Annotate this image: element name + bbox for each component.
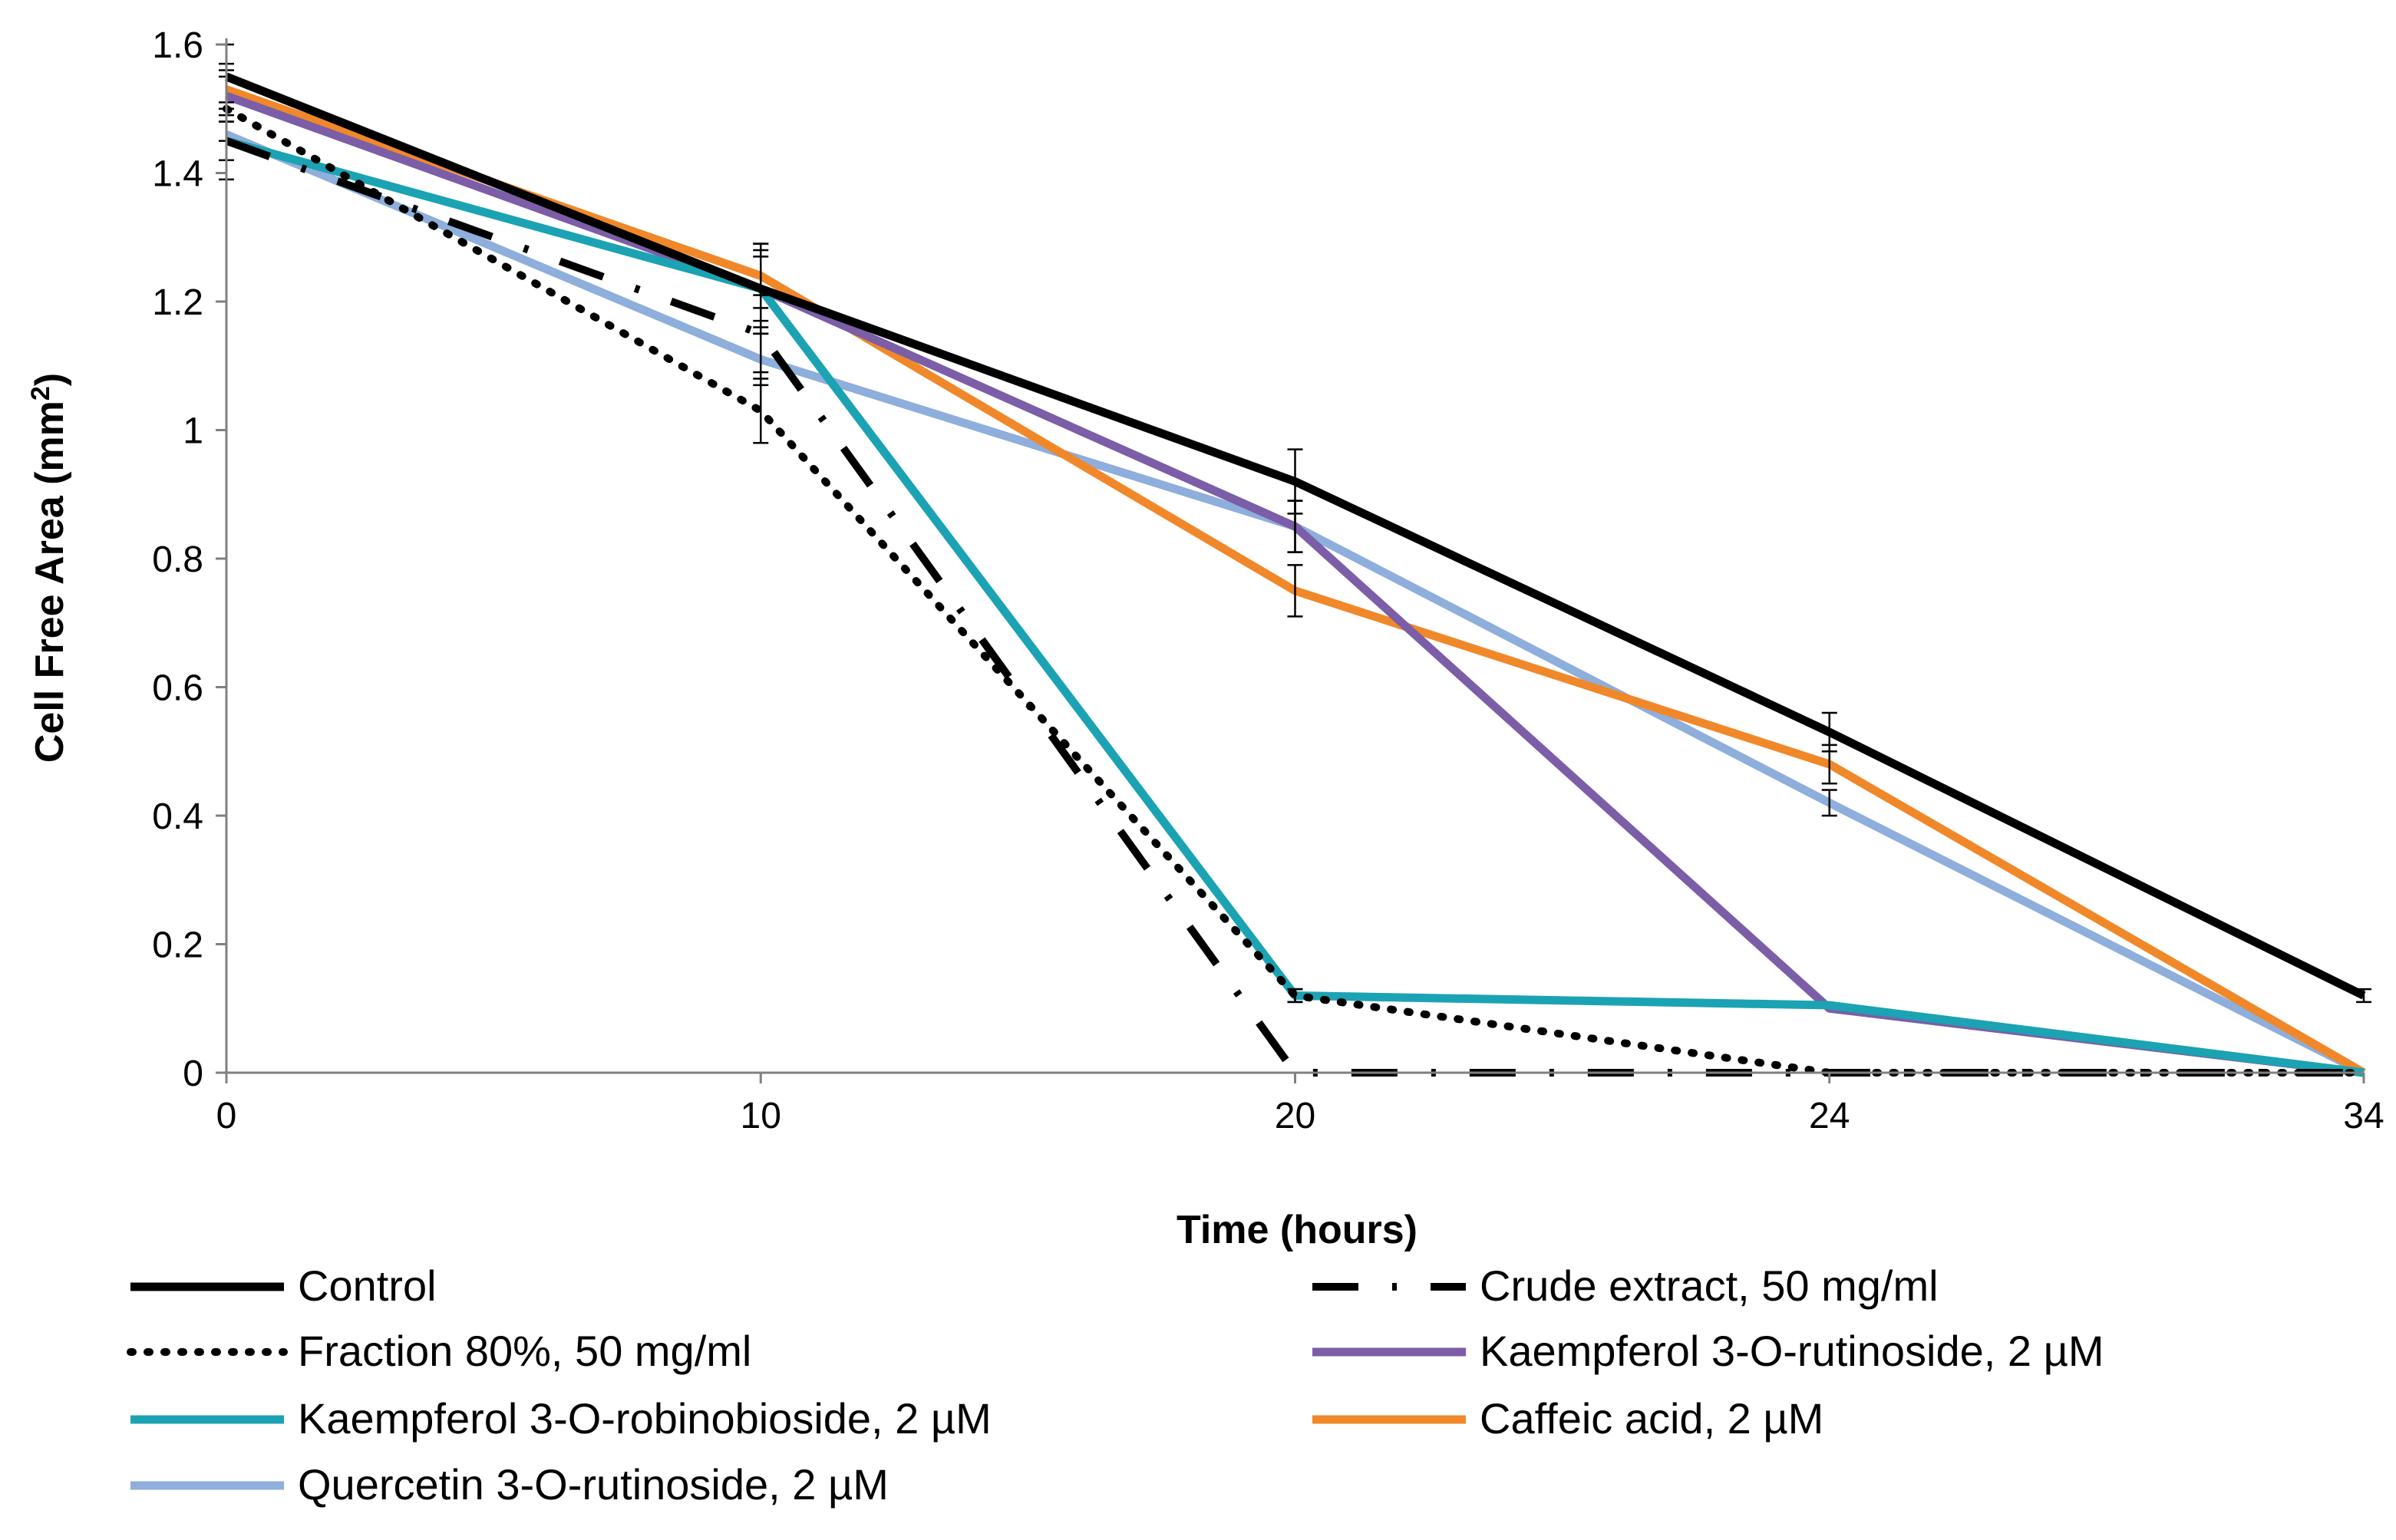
y-tick-label: 1.6 (152, 25, 203, 66)
y-tick-label: 1.2 (152, 282, 203, 323)
y-tick-label: 0.6 (152, 668, 203, 709)
error-bar (753, 242, 769, 335)
y-tick-label: 1.4 (152, 154, 203, 195)
legend-label: Kaempferol 3-O-rutinoside, 2 µM (1480, 1327, 2104, 1375)
error-bar (1821, 711, 1837, 753)
legend-label: Caffeic acid, 2 µM (1480, 1394, 1823, 1443)
error-bar (1287, 448, 1303, 515)
error-bar (2356, 988, 2371, 1004)
legend-label: Fraction 80%, 50 mg/ml (298, 1327, 751, 1375)
error-bar (1287, 988, 1303, 1004)
y-axis-title-main: Cell Free Area (mm (28, 401, 72, 763)
x-tick-label: 10 (741, 1096, 781, 1136)
y-tick-label: 0 (183, 1054, 203, 1094)
error-bar (753, 378, 769, 444)
legend-item-6: Quercetin 3-O-rutinoside, 2 µM (130, 1460, 889, 1509)
legend-item-3: Kaempferol 3-O-rutinoside, 2 µM (1312, 1327, 2104, 1375)
legend-label: Control (298, 1261, 437, 1310)
legend-item-0: Control (130, 1261, 437, 1310)
y-axis-title-close: ) (28, 373, 72, 386)
x-tick-label: 24 (1809, 1096, 1850, 1136)
x-tick-label: 34 (2343, 1096, 2384, 1136)
legend-label: Crude extract, 50 mg/ml (1480, 1261, 1939, 1310)
error-bar (1821, 789, 1837, 817)
error-bar (1287, 564, 1303, 618)
legend-item-1: Crude extract, 50 mg/ml (1312, 1261, 1939, 1310)
x-axis-title: Time (hours) (1177, 1208, 1417, 1252)
series-line-1 (225, 137, 2364, 1077)
legend-item-2: Fraction 80%, 50 mg/ml (127, 1327, 751, 1375)
y-tick-label: 1 (183, 411, 203, 452)
y-tick-label: 0.2 (152, 925, 203, 966)
legend-item-5: Caffeic acid, 2 µM (1312, 1394, 1823, 1443)
legend-item-4: Kaempferol 3-O-robinobioside, 2 µM (130, 1394, 992, 1443)
y-axis-title-sup: 2 (26, 386, 55, 401)
y-tick-label: 0.4 (152, 796, 203, 837)
y-tick-label: 0.8 (152, 539, 203, 580)
legend: Control Crude extract, 50 mg/ml Fraction 8… (127, 1261, 2104, 1509)
legend-label: Kaempferol 3-O-robinobioside, 2 µM (298, 1394, 992, 1443)
x-tick-label: 20 (1275, 1096, 1315, 1136)
y-axis-title: Cell Free Area (mm2) (26, 373, 72, 763)
x-tick-label: 0 (216, 1096, 237, 1136)
legend-label: Quercetin 3-O-rutinoside, 2 µM (298, 1460, 889, 1509)
